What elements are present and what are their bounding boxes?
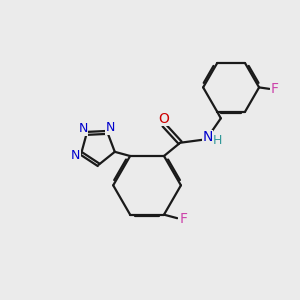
Text: N: N	[71, 149, 80, 162]
Text: H: H	[213, 134, 222, 147]
Text: N: N	[202, 130, 213, 145]
Text: F: F	[179, 212, 187, 226]
Text: N: N	[106, 121, 115, 134]
Text: N: N	[78, 122, 88, 135]
Text: O: O	[158, 112, 169, 126]
Text: F: F	[271, 82, 279, 96]
